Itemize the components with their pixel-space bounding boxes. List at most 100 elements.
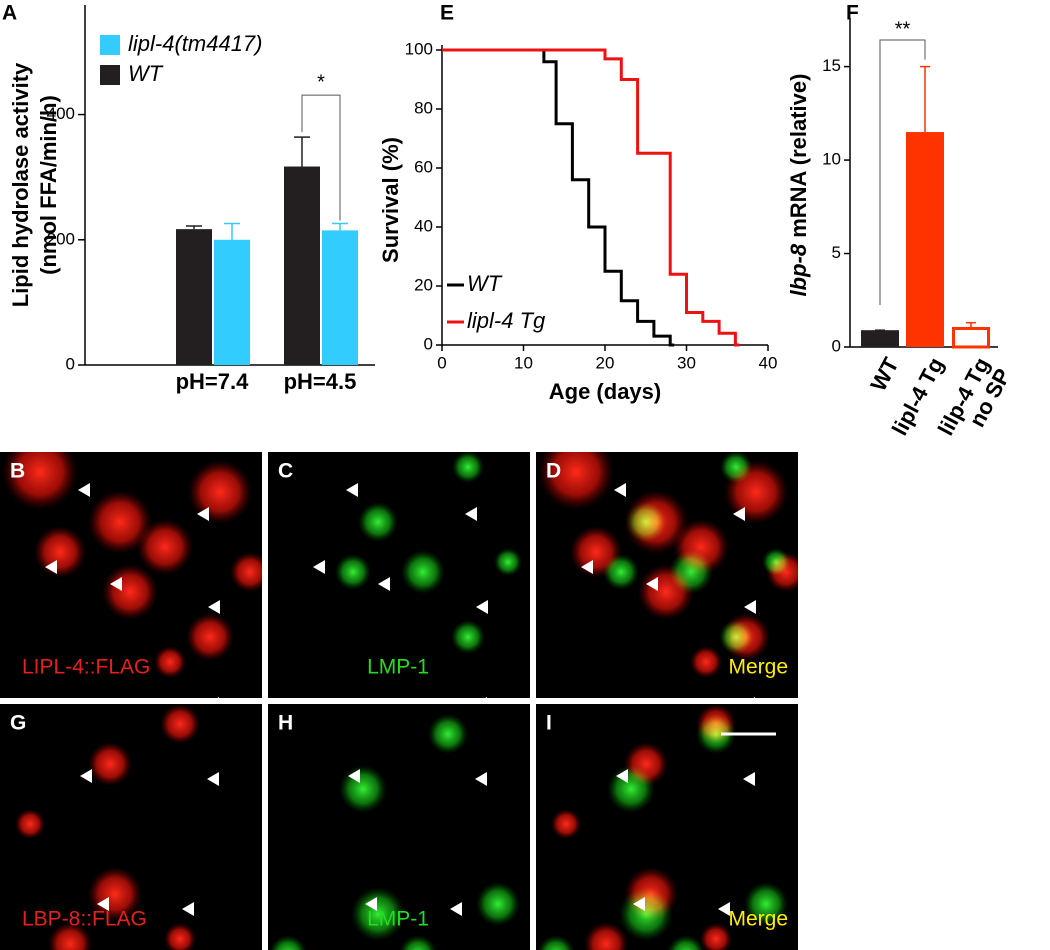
panel-letter: F: [846, 2, 859, 25]
green-signal: [351, 887, 405, 941]
panel-letter: C: [278, 460, 293, 483]
green-signal: [537, 935, 575, 950]
green-signal: [335, 554, 371, 590]
red-signal: [137, 519, 193, 575]
x-tick-label: 20: [596, 353, 615, 372]
panel-caption: LMP-1: [367, 908, 429, 931]
arrowhead: [475, 772, 487, 786]
y-tick-label: 400: [47, 104, 75, 123]
green-signal: [401, 550, 445, 594]
legend-label: WT: [128, 61, 164, 86]
panel-caption: Merge: [728, 908, 788, 931]
green-signal: [603, 554, 639, 590]
bar: [322, 230, 358, 365]
legend-label: WT: [467, 271, 503, 296]
arrowhead: [97, 897, 109, 911]
micrograph-panel: H LMP-1: [268, 704, 530, 950]
green-signal: [667, 935, 705, 950]
red-signal: [584, 922, 628, 950]
green-signal: [428, 714, 468, 754]
arrowhead: [78, 483, 90, 497]
green-signal: [607, 765, 655, 813]
micrograph-panel: C LMP-1: [268, 451, 530, 711]
significance-bracket: [301, 94, 341, 221]
significance-label: *: [317, 71, 325, 93]
fluorescence-layer: [538, 434, 806, 678]
panel-caption: Merge: [728, 656, 788, 679]
green-signal: [269, 935, 307, 950]
panel-letter: A: [2, 2, 17, 25]
y-axis-label: lbp-8 mRNA (relative): [786, 74, 811, 297]
red-signal: [551, 809, 581, 839]
x-tick-label: 40: [759, 353, 778, 372]
y-tick-label: 0: [832, 336, 841, 355]
panel-letter: E: [440, 2, 454, 25]
survival-curve: [442, 48, 740, 347]
y-tick-label: 0: [424, 334, 433, 353]
red-signal: [160, 704, 200, 744]
bar: [861, 330, 899, 347]
arrowhead: [581, 560, 593, 574]
arrowhead: [450, 902, 462, 916]
panel-caption: LMP-1: [367, 656, 429, 679]
y-tick-label: 10: [822, 150, 841, 169]
micrograph-panel: D Merge: [536, 434, 806, 711]
arrowhead: [743, 772, 755, 786]
arrowhead: [744, 600, 756, 614]
arrowhead: [476, 600, 488, 614]
green-signal: [452, 451, 484, 483]
red-signal: [88, 490, 152, 554]
arrowhead: [378, 577, 390, 591]
arrowhead: [633, 897, 645, 911]
x-tick-label: 0: [437, 353, 446, 372]
panel-letter: G: [10, 712, 26, 735]
red-signal: [34, 526, 86, 578]
red-signal: [186, 613, 234, 661]
x-tick-label: pH=4.5: [284, 369, 357, 394]
green-signal: [720, 451, 752, 483]
x-tick-label: pH=7.4: [176, 369, 250, 394]
x-tick-label: 10: [514, 353, 533, 372]
survival-curve: [442, 48, 675, 347]
red-signal: [48, 922, 92, 950]
green-signal: [626, 502, 666, 542]
arrowhead: [313, 560, 325, 574]
arrowhead: [197, 507, 209, 521]
fluorescence-layer: [335, 451, 522, 654]
green-signal: [619, 887, 673, 941]
arrowhead: [346, 483, 358, 497]
y-tick-label: 60: [414, 157, 433, 176]
y-tick-label: 40: [414, 216, 433, 235]
bar: [952, 326, 990, 349]
arrowhead: [208, 600, 220, 614]
significance-label: **: [895, 18, 911, 40]
fluorescence-layer: [269, 714, 520, 950]
red-signal: [88, 742, 132, 786]
legend-label: lipl-4(tm4417): [128, 31, 263, 56]
fluorescence-layer: [2, 434, 270, 678]
arrowhead: [646, 577, 658, 591]
red-signal: [15, 809, 45, 839]
red-signal: [700, 923, 732, 950]
y-tick-label: 15: [822, 56, 841, 75]
micrograph-panel: I Merge: [536, 704, 798, 950]
arrowhead: [207, 772, 219, 786]
green-signal: [399, 935, 437, 950]
red-signal: [230, 552, 270, 592]
red-signal: [188, 460, 252, 524]
micrograph-background: [268, 452, 530, 698]
green-signal: [719, 620, 753, 654]
arrowhead: [718, 902, 730, 916]
significance-bracket: [879, 39, 926, 306]
y-tick-label: 0: [66, 354, 75, 373]
arrowhead: [614, 483, 626, 497]
green-signal: [339, 765, 387, 813]
green-signal: [762, 548, 790, 576]
red-signal: [154, 646, 186, 678]
red-signal: [88, 867, 142, 921]
bar: [284, 166, 320, 365]
y-axis-label-rest: mRNA (relative): [786, 74, 811, 244]
